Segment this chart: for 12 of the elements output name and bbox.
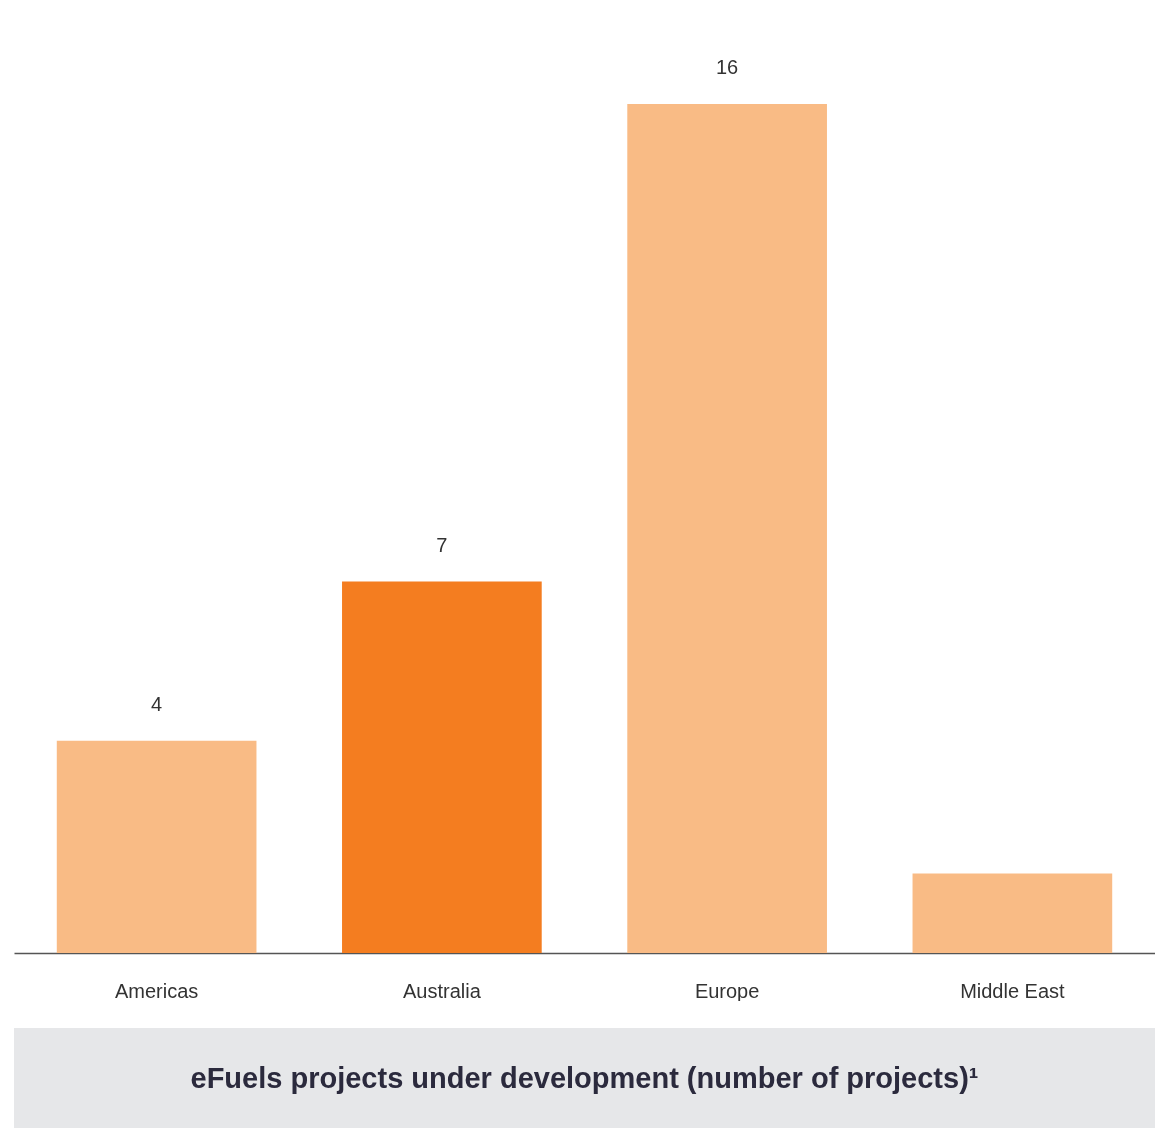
data-label: 16 <box>716 56 739 78</box>
bar <box>56 740 257 953</box>
text: eFuels projects under development (number of projects)¹ <box>14 1028 1155 1128</box>
x-tick-label: Europe <box>694 979 760 1002</box>
x-tick-label: Middle East <box>960 979 1066 1002</box>
x-tick-label: Australia <box>402 979 482 1002</box>
data-label: 4 <box>151 692 163 715</box>
data-label: 7 <box>436 533 448 556</box>
x-tick-label: Americas <box>114 979 199 1002</box>
bar <box>342 581 542 953</box>
bar <box>627 104 827 953</box>
bar <box>912 873 1113 953</box>
